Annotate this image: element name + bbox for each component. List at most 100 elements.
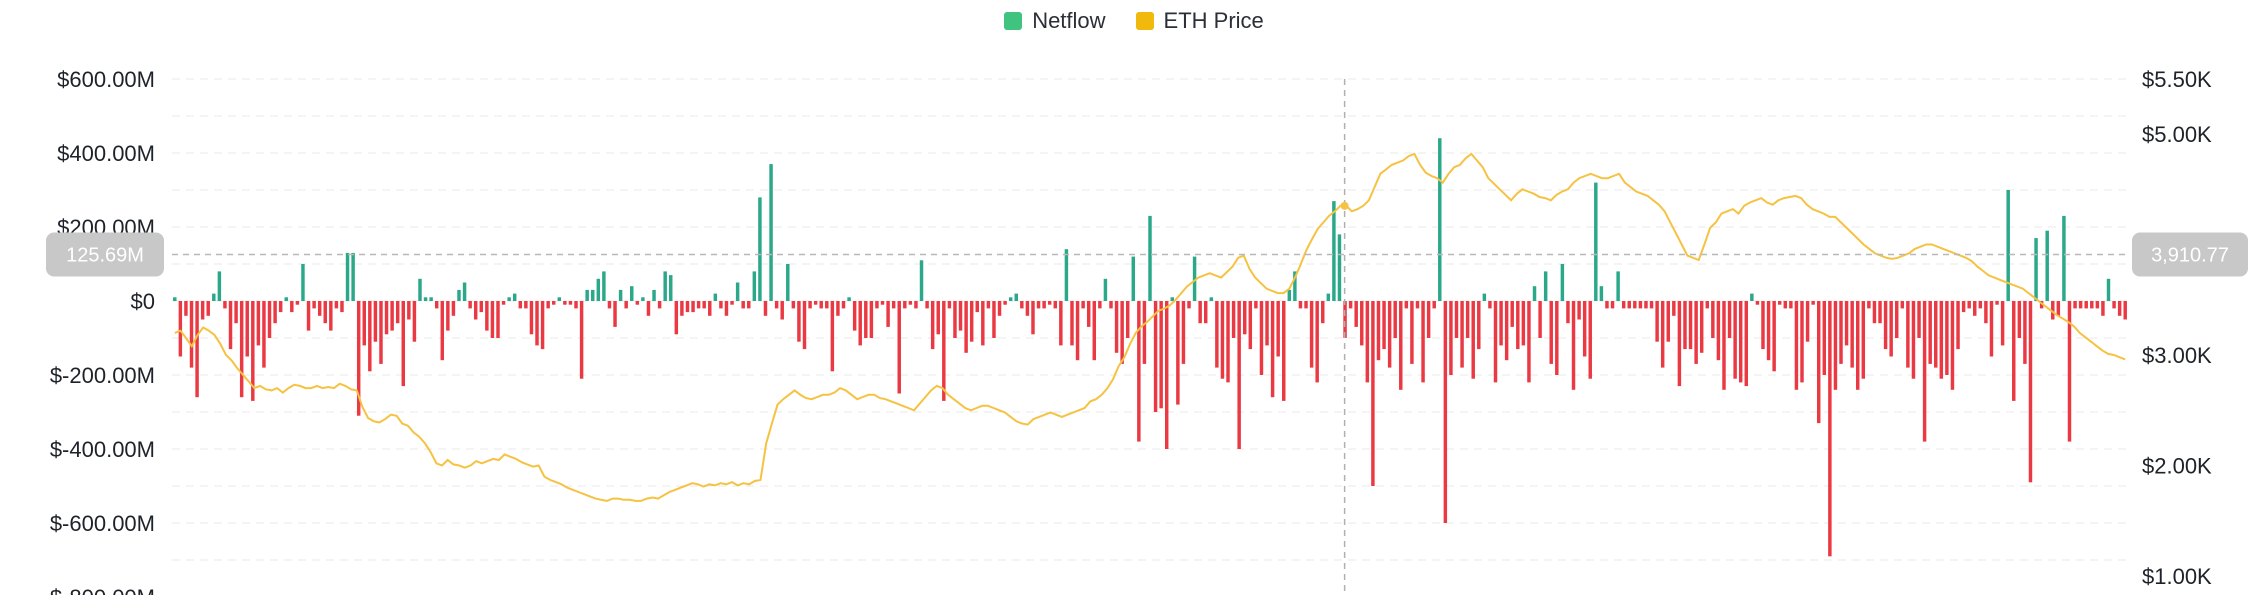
netflow-bar[interactable] (1204, 301, 1208, 324)
netflow-bar[interactable] (685, 301, 690, 313)
netflow-bar[interactable] (802, 301, 807, 350)
netflow-bar[interactable] (1488, 301, 1492, 309)
netflow-bar[interactable] (919, 260, 924, 301)
netflow-bar[interactable] (1014, 293, 1018, 301)
netflow-bar[interactable] (184, 301, 188, 316)
netflow-bar[interactable] (1438, 138, 1442, 301)
netflow-bar[interactable] (1176, 301, 1180, 405)
netflow-bar[interactable] (1410, 301, 1414, 364)
netflow-bar[interactable] (1231, 301, 1236, 338)
netflow-bar[interactable] (763, 301, 768, 316)
netflow-bar[interactable] (602, 271, 606, 301)
netflow-bar[interactable] (1666, 301, 1670, 342)
netflow-bar[interactable] (2078, 301, 2083, 309)
netflow-bar[interactable] (585, 289, 589, 301)
netflow-bar[interactable] (1047, 301, 1052, 305)
netflow-bar[interactable] (1917, 301, 1921, 338)
netflow-bar[interactable] (953, 301, 957, 338)
netflow-bar[interactable] (869, 301, 874, 338)
netflow-bar[interactable] (1020, 301, 1024, 309)
netflow-bar[interactable] (1270, 301, 1275, 398)
netflow-bar[interactable] (234, 301, 238, 324)
netflow-bar[interactable] (1008, 297, 1013, 301)
netflow-bar[interactable] (1688, 301, 1693, 350)
netflow-bar[interactable] (1805, 301, 1810, 342)
netflow-bar[interactable] (557, 297, 562, 301)
netflow-bar[interactable] (1081, 301, 1085, 309)
netflow-bar[interactable] (1159, 301, 1163, 409)
netflow-bar[interactable] (724, 301, 729, 316)
netflow-bar[interactable] (329, 301, 333, 331)
netflow-bar[interactable] (1984, 301, 1988, 324)
netflow-bar[interactable] (992, 301, 996, 338)
netflow-bar[interactable] (1309, 301, 1314, 368)
netflow-bar[interactable] (1878, 301, 1882, 324)
netflow-bar[interactable] (864, 301, 868, 338)
netflow-bar[interactable] (1861, 301, 1866, 379)
netflow-bar[interactable] (1337, 234, 1342, 301)
netflow-bar[interactable] (1744, 301, 1749, 387)
netflow-bar[interactable] (1332, 201, 1336, 301)
netflow-bar[interactable] (630, 286, 634, 301)
netflow-bar[interactable] (1432, 301, 1436, 309)
netflow-bar[interactable] (256, 301, 261, 346)
netflow-bar[interactable] (1627, 301, 1631, 309)
netflow-bar[interactable] (1828, 301, 1832, 557)
netflow-bar[interactable] (1911, 301, 1916, 379)
netflow-bar[interactable] (758, 197, 762, 301)
netflow-bar[interactable] (713, 293, 718, 301)
netflow-bar[interactable] (395, 301, 400, 324)
netflow-bar[interactable] (825, 301, 829, 309)
netflow-bar[interactable] (306, 301, 311, 331)
netflow-bar[interactable] (284, 297, 288, 301)
netflow-bar[interactable] (808, 301, 812, 309)
netflow-bar[interactable] (1259, 301, 1264, 375)
netflow-bar[interactable] (1421, 301, 1425, 383)
netflow-bar[interactable] (613, 301, 617, 327)
netflow-bar[interactable] (875, 301, 879, 309)
netflow-bar[interactable] (1967, 301, 1971, 309)
netflow-bar[interactable] (2000, 301, 2005, 346)
netflow-bar[interactable] (897, 301, 901, 394)
netflow-bar[interactable] (1053, 301, 1057, 309)
netflow-bar[interactable] (496, 301, 500, 338)
netflow-bar[interactable] (1287, 289, 1292, 301)
netflow-bar[interactable] (206, 301, 210, 316)
netflow-bar[interactable] (708, 301, 712, 316)
netflow-bar[interactable] (390, 301, 394, 331)
netflow-bar[interactable] (1800, 301, 1804, 383)
netflow-bar[interactable] (1856, 301, 1860, 390)
netflow-bar[interactable] (379, 301, 383, 364)
netflow-bar[interactable] (1816, 301, 1821, 424)
netflow-bar[interactable] (769, 164, 773, 301)
netflow-bar[interactable] (401, 301, 405, 387)
netflow-bar[interactable] (1766, 301, 1771, 361)
netflow-bar[interactable] (1031, 301, 1035, 335)
netflow-bar[interactable] (1995, 301, 1999, 305)
netflow-bar[interactable] (1131, 256, 1136, 301)
netflow-bar[interactable] (674, 301, 679, 335)
netflow-bar[interactable] (412, 301, 417, 342)
netflow-bar[interactable] (1220, 301, 1225, 379)
netflow-bar[interactable] (741, 301, 745, 309)
netflow-bar[interactable] (858, 301, 862, 346)
netflow-bar[interactable] (2045, 230, 2049, 301)
netflow-bar[interactable] (969, 301, 974, 342)
netflow-bar[interactable] (1276, 301, 1280, 357)
netflow-bar[interactable] (958, 301, 963, 331)
netflow-bar[interactable] (1672, 301, 1676, 316)
netflow-bar[interactable] (1226, 301, 1230, 383)
netflow-bar[interactable] (507, 297, 511, 301)
netflow-bar[interactable] (1365, 301, 1370, 383)
netflow-bar[interactable] (1934, 301, 1938, 368)
netflow-bar[interactable] (1973, 301, 1977, 316)
netflow-bar[interactable] (407, 301, 411, 320)
netflow-bar[interactable] (752, 271, 757, 301)
netflow-bar[interactable] (1237, 301, 1241, 449)
netflow-bar[interactable] (1633, 301, 1637, 309)
netflow-bar[interactable] (2084, 301, 2088, 309)
netflow-bar[interactable] (797, 301, 801, 342)
netflow-bar[interactable] (301, 264, 305, 301)
netflow-bar[interactable] (1426, 301, 1431, 338)
netflow-bar[interactable] (2090, 301, 2094, 309)
